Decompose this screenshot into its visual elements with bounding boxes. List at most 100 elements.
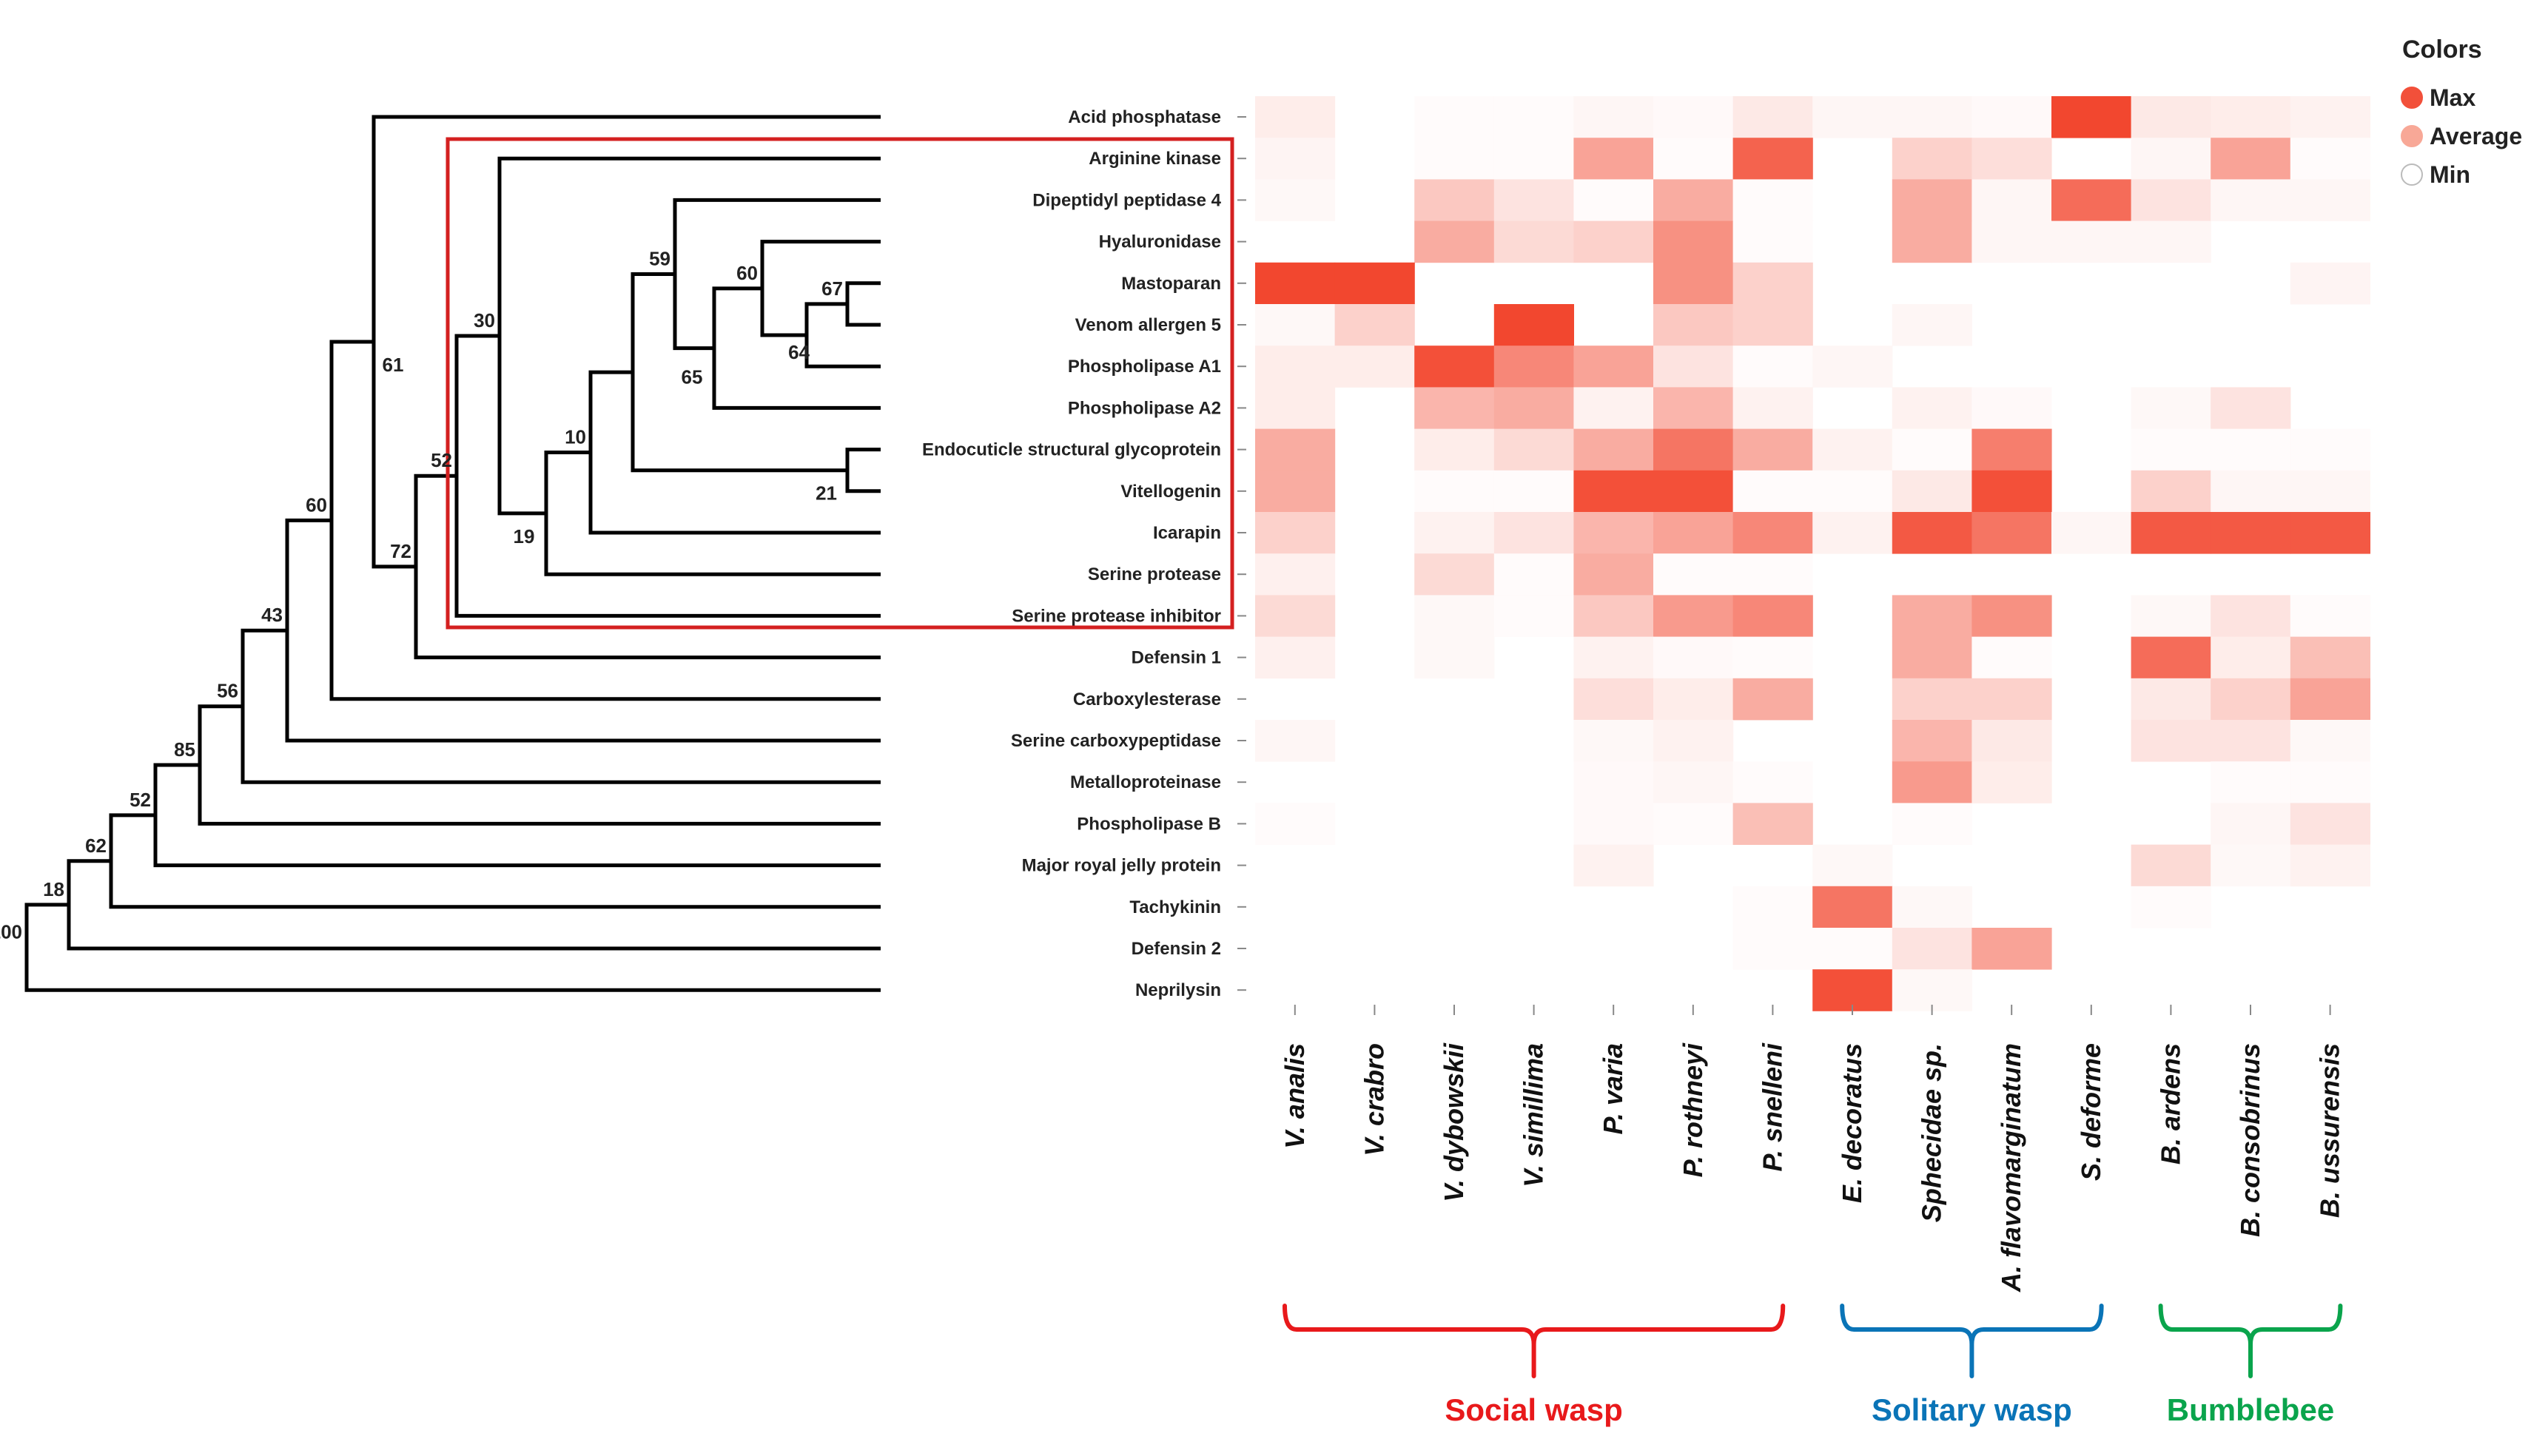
heatmap-cell (1653, 636, 1734, 679)
gene-label: Carboxylesterase (1073, 690, 1221, 710)
heatmap-cell (1892, 928, 1972, 970)
gene-label: Serine protease inhibitor (1012, 606, 1221, 626)
heatmap-cell (1493, 470, 1574, 513)
heatmap-cell (1971, 428, 2052, 471)
bootstrap-value: 72 (390, 540, 411, 562)
gene-label: Defensin 2 (1132, 939, 1221, 959)
heatmap-cell (1255, 803, 1336, 845)
heatmap-cell (1255, 636, 1336, 679)
heatmap-cell (2211, 595, 2291, 637)
heatmap-cell (1971, 512, 2052, 554)
bootstrap-value: 19 (514, 525, 535, 547)
heatmap-cell (1653, 304, 1734, 346)
heatmap-cell (2131, 179, 2211, 221)
gene-ticks (1237, 116, 1246, 991)
heatmap-cell (1653, 720, 1734, 762)
heatmap-cell (1653, 96, 1734, 138)
heatmap-cell (2131, 678, 2211, 721)
heatmap-cell (1255, 138, 1336, 180)
heatmap-cell (1732, 428, 1813, 471)
heatmap-cell (1732, 512, 1813, 554)
gene-label: Endocuticle structural glycoprotein (922, 440, 1221, 460)
bootstrap-value: 52 (431, 449, 452, 471)
heatmap-cell (1255, 595, 1336, 637)
heatmap-cell (1255, 720, 1336, 762)
heatmap-cell (1653, 428, 1734, 471)
heatmap-cell (1732, 138, 1813, 180)
bootstrap-value: 30 (474, 309, 495, 331)
heatmap-cell (1892, 428, 1972, 471)
heatmap-cell (1812, 428, 1893, 471)
heatmap-cell (1573, 803, 1654, 845)
legend-item-label: Average (2430, 123, 2522, 149)
heatmap-cell (1493, 96, 1574, 138)
gene-label: Metalloproteinase (1070, 772, 1221, 792)
heatmap-cell (1493, 595, 1574, 637)
gene-label: Dipeptidyl peptidase 4 (1032, 190, 1221, 210)
heatmap-cell (1334, 346, 1415, 388)
species-label: P. rothneyi (1678, 1042, 1708, 1177)
heatmap-cell (1892, 636, 1972, 679)
heatmap-cell (1971, 720, 2052, 762)
heatmap-cell (1573, 138, 1654, 180)
heatmap-cell (1971, 96, 2052, 138)
gene-label: Phospholipase B (1077, 814, 1221, 834)
heatmap-cell (1414, 470, 1495, 513)
heatmap-cell (1732, 346, 1813, 388)
heatmap-cell (2131, 595, 2211, 637)
heatmap-cell (1892, 720, 1972, 762)
heatmap-cell (1653, 803, 1734, 845)
heatmap-cell (2131, 720, 2211, 762)
heatmap-cell (1573, 96, 1654, 138)
bootstrap-value: 61 (383, 354, 404, 376)
heatmap-cell (1414, 636, 1495, 679)
bootstrap-value: 62 (85, 835, 107, 857)
highlight-box (446, 137, 1234, 630)
gene-label: Vitellogenin (1120, 482, 1221, 502)
legend-swatch (2401, 164, 2423, 186)
heatmap-cell (2211, 179, 2291, 221)
heatmap-cell (1812, 844, 1893, 887)
heatmap-cell (1892, 803, 1972, 845)
heatmap-cell (1892, 512, 1972, 554)
heatmap-cell (1414, 553, 1495, 596)
heatmap-cell (1334, 262, 1415, 305)
heatmap-cell (1653, 470, 1734, 513)
bootstrap-value: 60 (736, 262, 758, 284)
heatmap-cell (1812, 346, 1893, 388)
heatmap-cell (1732, 304, 1813, 346)
bootstrap-value: 21 (816, 482, 837, 505)
heatmap-cell (1732, 96, 1813, 138)
gene-label: Arginine kinase (1089, 149, 1221, 169)
heatmap-cell (1812, 969, 1893, 1011)
legend-item-label: Max (2430, 84, 2475, 111)
species-label: V. crabro (1359, 1043, 1389, 1156)
heatmap-cell (1971, 179, 2052, 221)
heatmap-cell (1892, 387, 1972, 429)
heatmap-cell (1971, 636, 2052, 679)
species-label: P. snelleni (1757, 1042, 1787, 1171)
heatmap-cell (1573, 387, 1654, 429)
species-label: Sphecidae sp. (1917, 1043, 1947, 1222)
phylogenetic-tree (24, 115, 881, 992)
heatmap-cell (1414, 512, 1495, 554)
heatmap-cell (1892, 179, 1972, 221)
heatmap-cell (1493, 428, 1574, 471)
group-brackets: Social wasp Solitary wasp Bumblebee (1283, 1304, 2343, 1427)
heatmap-cell (1732, 636, 1813, 679)
heatmap-cell (1653, 595, 1734, 637)
heatmap-cell (2290, 179, 2370, 221)
heatmap-cell (1653, 678, 1734, 721)
heatmap-cell (2211, 844, 2291, 887)
heatmap-cell (1971, 678, 2052, 721)
heatmap-cell (2051, 179, 2132, 221)
gene-label: Icarapin (1153, 523, 1221, 543)
heatmap-cell (1971, 470, 2052, 513)
heatmap-cell (2211, 720, 2291, 762)
heatmap-cell (2211, 761, 2291, 803)
heatmap-cell (1653, 387, 1734, 429)
bootstrap-value: 59 (649, 248, 670, 270)
heatmap-cell (1493, 346, 1574, 388)
heatmap-cell (2131, 428, 2211, 471)
